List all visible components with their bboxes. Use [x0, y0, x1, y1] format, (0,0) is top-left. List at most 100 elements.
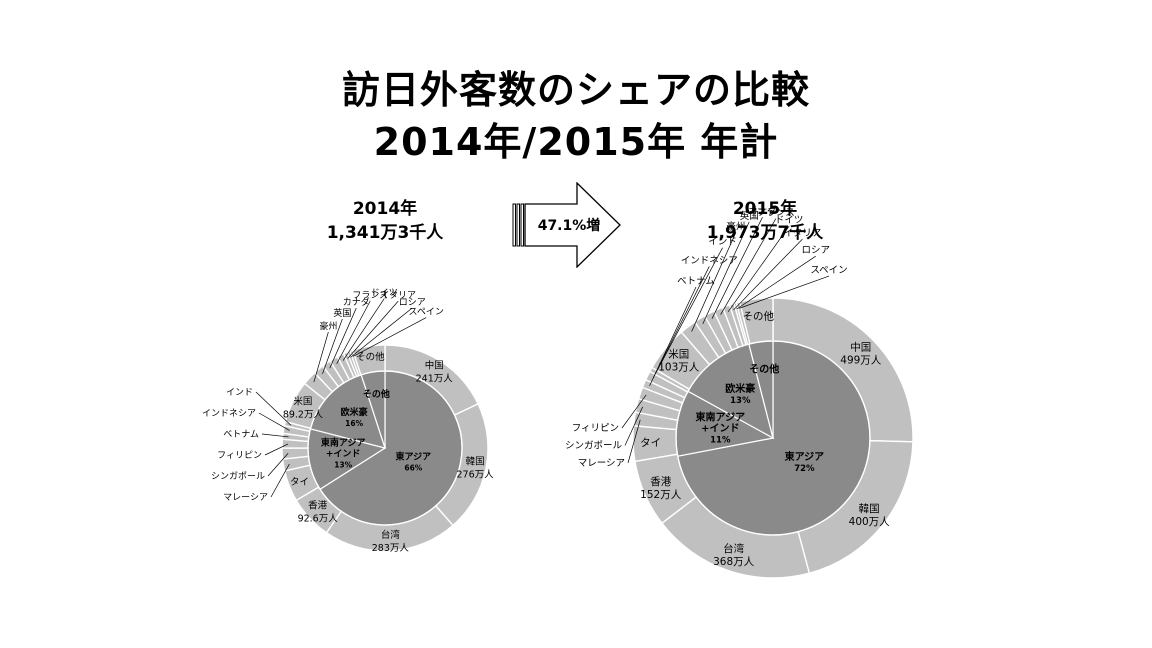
inner-label-0-1: 東南アジア — [321, 437, 366, 449]
outer-name-0-4: タイ — [290, 477, 309, 488]
outer-name-0-11: 米国 — [293, 395, 312, 407]
outer-slice-1-20 — [738, 297, 774, 345]
outer-name-1-0: 中国 — [850, 341, 871, 354]
outer-value-1-2: 368万人 — [713, 556, 755, 568]
inner-slice-1-1 — [675, 390, 775, 457]
outer-slice-0-10 — [283, 420, 312, 433]
outer-slice-1-18 — [733, 302, 749, 346]
outer-name-1-20: その他 — [743, 309, 775, 322]
leader-line-1-17 — [733, 238, 803, 311]
outer-small-label-0-9: インドネシア — [202, 408, 256, 419]
outer-small-label-1-7: フィリピン — [572, 423, 619, 434]
outer-name-1-4: タイ — [640, 437, 661, 449]
leader-line-0-16 — [342, 298, 385, 361]
inner-label-0-2: 欧米豪 — [341, 406, 368, 418]
outer-name-0-2: 台湾 — [381, 529, 401, 541]
outer-slice-1-12 — [680, 320, 720, 366]
outer-name-0-20: その他 — [356, 351, 385, 363]
outer-small-label-0-7: フィリピン — [217, 450, 262, 461]
year-2014-caption: 2014年 1,341万3千人 — [300, 197, 470, 245]
outer-name-1-11: 米国 — [668, 348, 689, 361]
inner-label-0-3: その他 — [363, 388, 390, 400]
outer-value-1-1: 400万人 — [849, 516, 891, 528]
inner-label-1-2: 欧米豪 — [725, 382, 755, 395]
outer-value-0-1: 276万人 — [457, 470, 495, 481]
leader-line-0-10 — [255, 391, 291, 426]
outer-slice-0-18 — [346, 350, 360, 378]
outer-slice-0-1 — [434, 402, 489, 527]
outer-value-0-3: 92.6万人 — [298, 514, 339, 525]
outer-slice-0-11 — [284, 382, 326, 430]
inner-slice-0-2 — [309, 374, 386, 449]
year-2014-title: 2014年 — [352, 199, 418, 219]
year-2015-title: 2015年 — [732, 199, 798, 219]
leader-line-0-12 — [313, 331, 329, 383]
outer-value-0-11: 89.2万人 — [283, 409, 324, 420]
leader-line-1-12 — [691, 232, 737, 332]
outer-slice-0-7 — [281, 438, 310, 449]
outer-name-0-1: 韓国 — [466, 457, 485, 468]
outer-slice-1-16 — [721, 304, 744, 349]
outer-slice-0-12 — [303, 371, 334, 401]
outer-slice-1-11 — [651, 331, 711, 391]
outer-slice-1-1 — [797, 439, 914, 575]
outer-small-label-0-19: スペイン — [409, 308, 444, 318]
outer-slice-0-5 — [281, 455, 311, 472]
inner-label-1-1: +インド — [701, 423, 739, 435]
outer-small-label-0-12: 豪州 — [319, 320, 337, 332]
year-2014-total: 1,341万3千人 — [326, 223, 444, 243]
outer-small-label-0-16: ドイツ — [371, 289, 398, 299]
outer-small-label-1-5: マレーシア — [578, 458, 625, 469]
outer-slice-0-19 — [349, 349, 362, 377]
outer-small-label-1-9: インドネシア — [681, 255, 738, 266]
outer-name-1-1: 韓国 — [859, 503, 880, 515]
outer-small-label-1-8: ベトナム — [677, 276, 715, 287]
outer-slice-1-2 — [660, 496, 811, 579]
inner-slice-0-1 — [307, 428, 387, 491]
outer-slice-0-4 — [283, 464, 320, 502]
outer-value-1-11: 103万人 — [658, 362, 700, 374]
inner-slice-1-3 — [748, 340, 774, 439]
slide-title: 訪日外客数のシェアの比較 — [341, 68, 810, 112]
outer-small-label-0-18: ロシア — [399, 298, 426, 308]
outer-small-label-0-15: フランス — [352, 290, 388, 301]
outer-slice-1-19 — [735, 301, 751, 346]
growth-label: 47.1%増 — [538, 217, 601, 234]
inner-slice-0-3 — [360, 370, 386, 449]
outer-slice-0-14 — [321, 359, 345, 388]
year-2015-total: 1,973万7千人 — [706, 223, 824, 243]
leader-line-1-9 — [652, 266, 710, 379]
outer-slice-0-9 — [282, 424, 311, 438]
inner-slice-1-0 — [677, 340, 871, 536]
outer-small-label-0-6: シンガポール — [211, 471, 265, 482]
inner-slice-0-0 — [319, 370, 463, 526]
outer-slice-1-5 — [632, 411, 679, 431]
outer-slice-1-9 — [644, 370, 689, 399]
leader-line-1-7 — [621, 394, 647, 429]
inner-label-1-3: その他 — [749, 363, 779, 376]
outer-small-label-0-14: カナダ — [343, 296, 370, 308]
outer-slice-0-20 — [351, 344, 386, 376]
leader-line-0-14 — [329, 307, 357, 369]
leader-line-1-18 — [736, 255, 816, 310]
outer-slice-1-10 — [648, 366, 691, 393]
outer-small-label-0-8: ベトナム — [223, 429, 259, 440]
slide-subtitle: 2014年/2015年 年計 — [373, 120, 779, 164]
outer-small-label-1-19: スペイン — [810, 265, 847, 276]
outer-slice-0-3 — [295, 486, 343, 534]
outer-value-1-3: 152万人 — [640, 489, 682, 501]
outer-slice-1-13 — [693, 314, 727, 359]
leader-line-1-6 — [624, 406, 643, 446]
year-2015-caption: 2015年 1,973万7千人 — [680, 197, 850, 245]
outer-slice-1-3 — [634, 453, 698, 525]
leader-line-0-6 — [267, 453, 289, 477]
outer-slice-0-15 — [329, 355, 351, 384]
outer-slice-0-6 — [281, 447, 310, 460]
leader-line-0-8 — [261, 433, 289, 438]
leader-line-0-17 — [347, 300, 399, 359]
inner-label-1-1: 東南アジア — [696, 411, 746, 424]
outer-small-label-0-5: マレーシア — [223, 493, 268, 503]
leader-line-0-18 — [350, 307, 413, 358]
outer-name-1-2: 台湾 — [723, 542, 744, 555]
outer-small-label-1-6: シンガポール — [565, 441, 623, 452]
